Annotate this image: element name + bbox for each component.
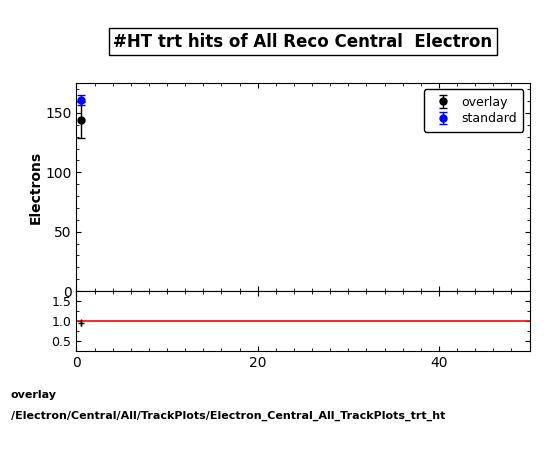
Text: overlay: overlay: [11, 390, 57, 401]
Legend: overlay, standard: overlay, standard: [424, 90, 524, 132]
Text: /Electron/Central/All/TrackPlots/Electron_Central_All_TrackPlots_trt_ht: /Electron/Central/All/TrackPlots/Electro…: [11, 411, 446, 421]
Y-axis label: Electrons: Electrons: [28, 151, 43, 224]
Text: #HT trt hits of All Reco Central  Electron: #HT trt hits of All Reco Central Electro…: [114, 33, 492, 50]
